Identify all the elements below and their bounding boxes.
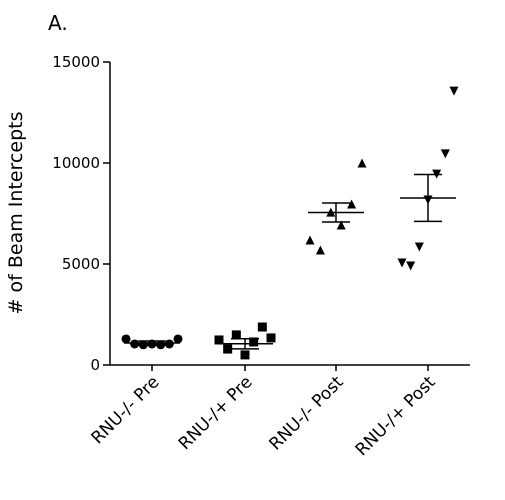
y-tick-label: 0	[90, 356, 100, 374]
y-axis-label: # of Beam Intercepts	[5, 112, 27, 315]
x-tick-label: RNU-/- Post	[266, 372, 348, 454]
point	[249, 337, 259, 347]
y-tick-label: 15000	[52, 53, 100, 71]
point	[164, 339, 174, 349]
point	[406, 261, 416, 271]
x-tick-label: RNU-/- Pre	[88, 372, 164, 448]
point	[121, 334, 131, 344]
point	[336, 220, 346, 230]
point	[315, 245, 325, 255]
point	[440, 149, 450, 159]
point	[231, 330, 241, 340]
x-tick-label: RNU-/+ Post	[352, 372, 440, 460]
point	[173, 334, 183, 344]
point	[357, 158, 367, 168]
point	[223, 344, 233, 354]
panel-label: A.	[48, 11, 68, 35]
point	[214, 335, 224, 345]
point	[130, 339, 140, 349]
point	[305, 235, 315, 245]
point	[414, 242, 424, 252]
point	[347, 199, 357, 209]
point	[240, 350, 250, 360]
y-tick-label: 5000	[62, 255, 100, 273]
point	[257, 322, 267, 332]
point	[266, 333, 276, 343]
point	[397, 258, 407, 268]
x-tick-label: RNU-/+ Pre	[175, 372, 257, 454]
y-tick-label: 10000	[52, 154, 100, 172]
point	[449, 86, 459, 96]
